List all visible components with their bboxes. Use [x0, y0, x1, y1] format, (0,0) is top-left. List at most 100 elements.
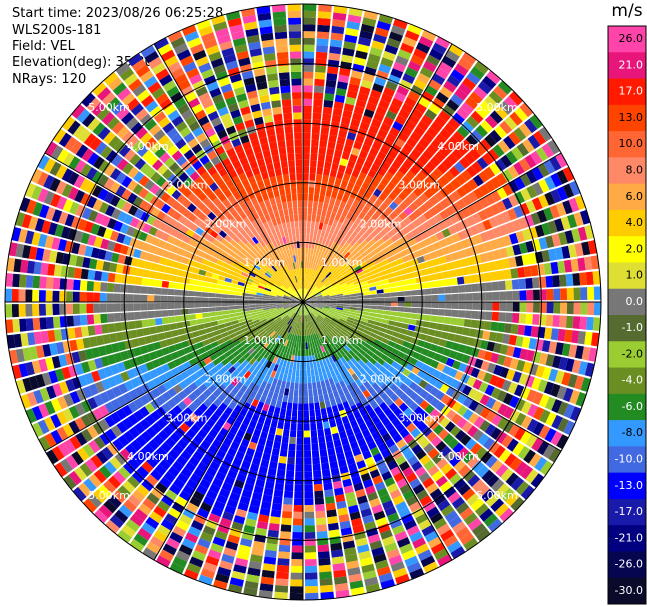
range-gate [265, 335, 272, 343]
range-gate [438, 256, 447, 265]
range-gate [155, 446, 167, 458]
range-gate [282, 360, 288, 368]
range-gate [289, 326, 294, 334]
range-gate [64, 213, 75, 227]
range-gate [351, 147, 361, 157]
range-gate [375, 421, 385, 431]
range-gate [51, 446, 65, 461]
range-gate [358, 323, 367, 330]
range-gate [45, 290, 53, 302]
range-gate [126, 246, 136, 257]
range-gate [292, 362, 297, 370]
range-gate [323, 304, 330, 306]
range-gate [304, 457, 312, 465]
range-gate [574, 242, 584, 257]
range-gate [187, 259, 196, 267]
range-gate [333, 101, 344, 110]
range-gate [315, 325, 320, 333]
range-gate [322, 372, 329, 381]
range-gate [399, 461, 410, 472]
range-gate [322, 174, 329, 183]
range-gate [538, 394, 550, 408]
range-gate [452, 112, 465, 125]
range-gate [93, 236, 103, 248]
range-gate [355, 255, 363, 262]
range-gate [523, 266, 532, 277]
range-gate [310, 368, 315, 376]
range-gate [457, 249, 467, 259]
range-gate [347, 413, 356, 422]
range-gate [103, 366, 114, 378]
range-gate [124, 380, 134, 392]
range-gate [238, 444, 248, 454]
range-gate [331, 279, 338, 285]
range-gate [359, 86, 371, 96]
range-gate [122, 265, 131, 275]
range-gate [415, 449, 427, 460]
range-gate [231, 279, 239, 285]
range-gate [94, 324, 103, 335]
range-gate [315, 280, 321, 287]
range-gate [342, 47, 355, 57]
range-gate [332, 432, 340, 441]
range-gate [184, 376, 194, 386]
range-gate [115, 331, 125, 342]
range-gate [357, 37, 372, 47]
range-gate [524, 214, 535, 228]
range-gate [298, 308, 302, 316]
range-gate [391, 361, 400, 369]
range-gate [262, 494, 273, 503]
range-gate [348, 285, 356, 290]
range-gate [502, 183, 514, 196]
range-gate [377, 523, 391, 534]
range-gate [379, 493, 392, 504]
range-gate [432, 241, 442, 251]
range-gate [117, 485, 131, 499]
range-gate [328, 256, 335, 264]
range-gate [35, 345, 45, 359]
range-gate [282, 394, 289, 403]
range-gate [421, 327, 429, 335]
range-gate [543, 207, 554, 221]
range-gate [230, 336, 239, 343]
range-gate [91, 247, 100, 259]
range-gate [426, 482, 439, 495]
range-gate [312, 287, 318, 293]
range-gate [414, 325, 423, 333]
range-gate [306, 328, 309, 336]
range-gate [438, 372, 448, 383]
range-gate [255, 422, 264, 431]
range-gate [313, 288, 319, 294]
range-gate [215, 302, 222, 307]
range-gate [336, 324, 343, 330]
range-gate [499, 224, 509, 236]
range-gate [317, 11, 332, 19]
range-gate [137, 527, 152, 541]
range-gate [350, 441, 359, 450]
range-gate [482, 219, 493, 231]
range-gate [383, 292, 391, 298]
range-gate [278, 544, 291, 553]
range-gate [344, 323, 352, 329]
range-gate [57, 238, 67, 252]
range-gate [336, 351, 343, 359]
range-gate [341, 151, 350, 160]
range-gate [75, 432, 88, 446]
range-gate [319, 374, 324, 382]
range-gate [350, 357, 358, 365]
range-gate [118, 466, 131, 480]
range-gate [334, 261, 341, 269]
range-gate [190, 520, 204, 531]
range-gate [351, 373, 359, 382]
range-gate [154, 279, 163, 288]
range-gate [386, 272, 395, 279]
range-gate [315, 215, 321, 223]
range-gate [461, 238, 471, 249]
range-gate [303, 125, 311, 133]
range-gate [281, 323, 288, 330]
range-gate [186, 428, 197, 439]
range-gate [155, 366, 165, 376]
range-gate [560, 302, 568, 314]
range-gate [283, 295, 291, 299]
range-gate [322, 252, 328, 260]
